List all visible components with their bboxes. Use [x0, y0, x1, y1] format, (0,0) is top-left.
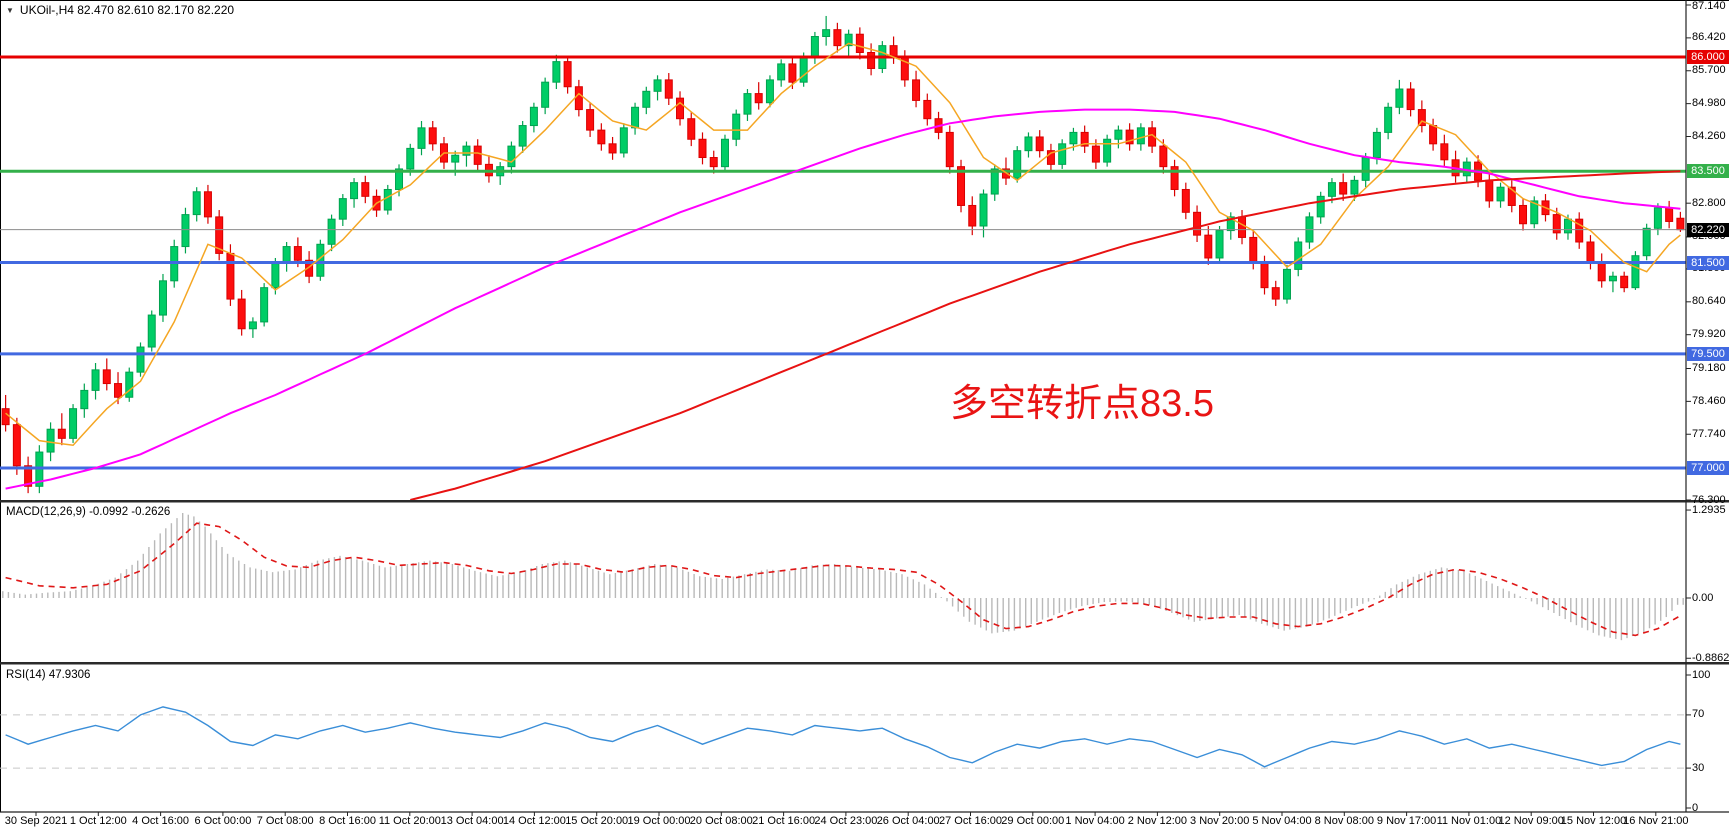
macd-tick-label: 0.00	[1692, 591, 1714, 604]
macd-signal-line	[5, 522, 1681, 637]
date-label: 19 Oct 00:00	[627, 815, 691, 827]
date-label: 24 Oct 23:00	[814, 815, 878, 827]
date-label: 15 Oct 20:00	[565, 815, 629, 827]
rsi-tick-label: 30	[1692, 761, 1705, 774]
ma-slow-line	[410, 170, 1681, 501]
price-tick-label: 80.640	[1692, 295, 1726, 308]
date-label: 4 Oct 16:00	[132, 815, 190, 827]
macd-tick-label: 1.2935	[1692, 503, 1726, 516]
chevron-down-icon: ▼	[6, 5, 14, 15]
price-level-badge: 83.500	[1687, 164, 1729, 179]
chart-text-annotation[interactable]: 多空转折点83.5	[950, 383, 1214, 425]
date-label: 20 Oct 08:00	[689, 815, 753, 827]
rsi-tick-label: 100	[1692, 668, 1711, 681]
price-tick-label: 79.920	[1692, 328, 1726, 341]
price-tick-label: 77.740	[1692, 427, 1726, 440]
date-label: 29 Oct 00:00	[1001, 815, 1065, 827]
price-tick-label: 79.180	[1692, 361, 1726, 374]
price-level-badge: 82.220	[1687, 222, 1729, 237]
price-tick-label: 76.300	[1692, 493, 1726, 506]
rsi-tick-label: 70	[1692, 708, 1705, 721]
macd-histogram	[2, 513, 1684, 641]
price-tick-label: 84.260	[1692, 130, 1726, 142]
date-label: 8 Nov 08:00	[1314, 815, 1374, 827]
price-level-badge: 77.000	[1687, 461, 1729, 476]
date-label: 13 Oct 04:00	[440, 815, 504, 827]
ma-mid-line	[5, 108, 1681, 490]
rsi-tick-label: 0	[1692, 801, 1699, 814]
date-label: 5 Nov 04:00	[1252, 815, 1312, 827]
price-level-badge: 81.500	[1687, 255, 1729, 270]
price-tick-label: 84.980	[1692, 97, 1726, 110]
macd-indicator-label: MACD(12,26,9) -0.0992 -0.2626	[6, 506, 171, 518]
macd-tick-label: -0.8862	[1692, 651, 1729, 664]
date-label: 1 Oct 12:00	[69, 815, 127, 827]
date-label: 2 Nov 12:00	[1127, 815, 1188, 827]
price-tick-label: 87.140	[1692, 0, 1726, 12]
date-label: 11 Oct 20:00	[378, 815, 441, 827]
date-label: 14 Oct 12:00	[502, 815, 566, 827]
date-label: 12 Nov 09:00	[1498, 815, 1564, 827]
ma-fast-line	[5, 42, 1681, 446]
symbol-ohlc-readout: UKOil-,H4 82.470 82.610 82.170 82.220	[19, 3, 235, 17]
price-level-badge: 79.500	[1687, 346, 1729, 361]
rsi-line	[5, 706, 1681, 768]
date-label: 16 Nov 21:00	[1623, 815, 1689, 827]
date-label: 26 Oct 04:00	[876, 815, 940, 827]
rsi-indicator-label: RSI(14) 47.9306	[6, 669, 91, 681]
date-label: 6 Oct 00:00	[194, 815, 252, 827]
price-tick-label: 78.460	[1692, 394, 1726, 407]
date-label: 30 Sep 2021	[4, 815, 68, 827]
date-label: 8 Oct 16:00	[319, 815, 376, 827]
date-label: 7 Oct 08:00	[256, 815, 314, 827]
date-label: 9 Nov 17:00	[1376, 815, 1437, 827]
price-tick-label: 82.800	[1692, 196, 1726, 209]
date-label: 3 Nov 20:00	[1190, 815, 1250, 827]
date-label: 21 Oct 16:00	[752, 815, 816, 827]
price-level-badge: 86.000	[1687, 50, 1729, 65]
panel-separator[interactable]	[0, 662, 1729, 665]
panel-separator[interactable]	[0, 500, 1729, 503]
date-label: 15 Nov 12:00	[1560, 815, 1627, 827]
price-tick-label: 86.420	[1692, 31, 1726, 44]
date-label: 1 Nov 04:00	[1065, 815, 1125, 827]
date-label: 27 Oct 16:00	[939, 815, 1002, 827]
price-tick-label: 85.700	[1692, 64, 1726, 77]
symbol-title: ▼ UKOil-,H4 82.470 82.610 82.170 82.220	[6, 3, 234, 17]
date-label: 11 Nov 01:00	[1436, 815, 1502, 827]
